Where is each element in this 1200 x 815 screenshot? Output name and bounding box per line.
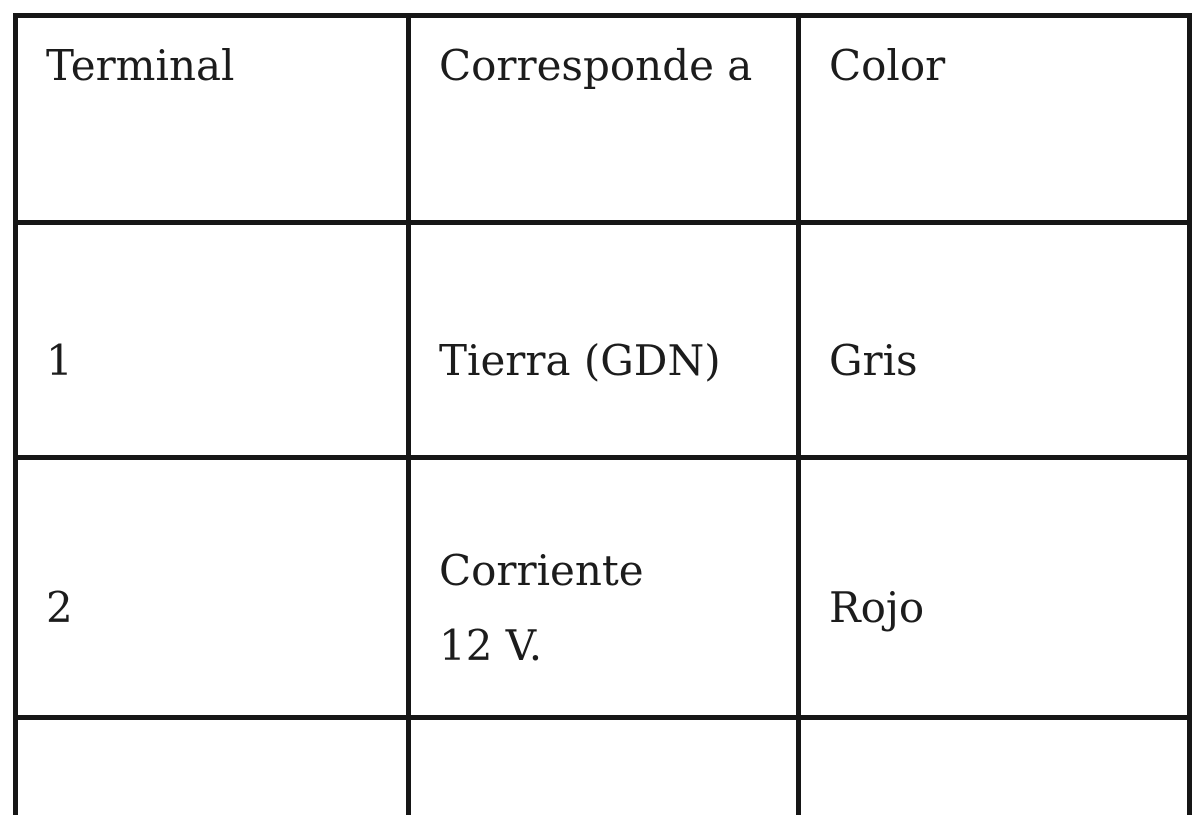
corresponde-a-cell: Tierra (GDN) — [406, 220, 801, 460]
table-row: 3 LIN Bus 1 Verde claro — [13, 715, 1192, 815]
column-header-corresponde-a: Corresponde a — [406, 13, 801, 225]
terminal-number-cell: 1 — [13, 220, 411, 460]
corresponde-a-cell: Corriente 12 V. — [406, 455, 801, 720]
corresponde-a-cell: LIN Bus 1 — [406, 715, 801, 815]
wire-color-cell: Verde claro — [796, 715, 1192, 815]
wire-color-cell: Rojo — [796, 455, 1192, 720]
table-row: 2 Corriente 12 V. Rojo — [13, 455, 1192, 720]
header-row: Terminal Corresponde a Color — [13, 13, 1192, 225]
column-header-terminal: Terminal — [13, 13, 411, 225]
wire-color-cell: Gris — [796, 220, 1192, 460]
terminal-pinout-table: Terminal Corresponde a Color 1 Tierra (G… — [13, 13, 1192, 815]
table-row: 1 Tierra (GDN) Gris — [13, 220, 1192, 460]
terminal-number-cell: 3 — [13, 715, 411, 815]
terminal-number-cell: 2 — [13, 455, 411, 720]
column-header-color: Color — [796, 13, 1192, 225]
